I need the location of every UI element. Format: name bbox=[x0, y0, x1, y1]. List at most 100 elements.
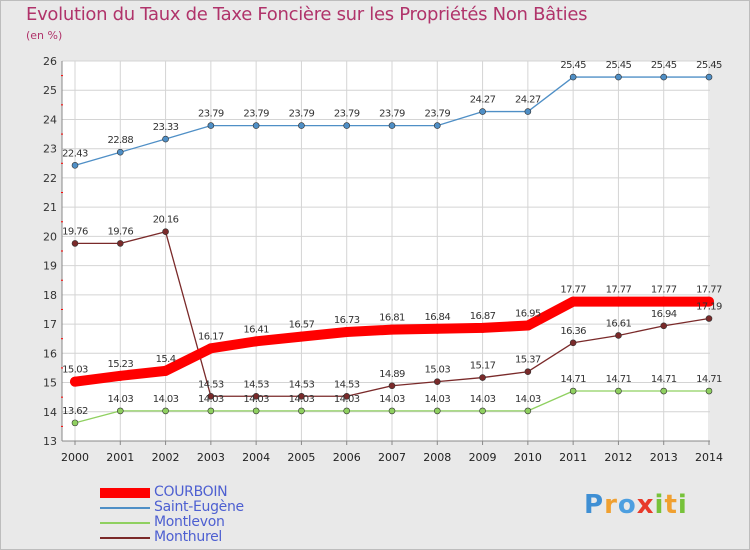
data-point bbox=[207, 392, 215, 400]
data-point bbox=[433, 378, 441, 385]
data-label: 25.45 bbox=[696, 60, 722, 71]
data-point bbox=[252, 122, 260, 129]
data-point bbox=[388, 407, 396, 415]
proxiti-logo: Proxiti bbox=[584, 490, 688, 520]
logo-letter: x bbox=[636, 490, 655, 520]
data-point bbox=[162, 407, 169, 415]
x-tick-label: 2007 bbox=[378, 451, 406, 464]
data-point bbox=[115, 370, 126, 381]
data-point bbox=[477, 322, 488, 333]
data-point bbox=[252, 407, 260, 415]
data-label: 14.71 bbox=[651, 374, 677, 385]
logo-letter: i bbox=[654, 490, 665, 520]
data-point bbox=[71, 162, 79, 169]
data-label: 14.03 bbox=[424, 394, 450, 405]
logo-letter: t bbox=[664, 490, 678, 520]
x-tick-label: 2001 bbox=[106, 451, 134, 464]
y-tick-label: 19 bbox=[43, 260, 57, 273]
data-label: 16.61 bbox=[606, 318, 632, 329]
legend-item: Monthurel bbox=[100, 530, 244, 545]
data-point bbox=[658, 296, 669, 307]
data-label: 23.79 bbox=[334, 109, 360, 120]
data-label: 13.62 bbox=[62, 406, 88, 417]
data-point bbox=[205, 343, 216, 354]
data-label: 14.53 bbox=[334, 379, 360, 390]
data-label: 25.45 bbox=[651, 60, 677, 71]
logo-letter: P bbox=[584, 490, 605, 520]
data-label: 23.79 bbox=[243, 109, 269, 120]
y-tick-label: 25 bbox=[43, 84, 57, 97]
data-point bbox=[524, 407, 532, 415]
data-label: 15.17 bbox=[470, 361, 496, 372]
data-label: 14.03 bbox=[107, 394, 133, 405]
data-label: 14.71 bbox=[560, 374, 586, 385]
y-tick-label: 17 bbox=[43, 318, 57, 331]
data-label: 24.27 bbox=[470, 95, 496, 106]
y-tick-label: 26 bbox=[43, 55, 57, 68]
plot-area bbox=[62, 61, 710, 441]
data-point bbox=[343, 122, 351, 129]
data-point bbox=[71, 419, 79, 427]
data-label: 24.27 bbox=[515, 95, 541, 106]
data-point bbox=[116, 240, 124, 247]
data-label: 17.77 bbox=[606, 285, 632, 296]
data-label: 14.71 bbox=[606, 374, 632, 385]
legend-swatch bbox=[100, 487, 150, 498]
x-tick-label: 2004 bbox=[242, 451, 270, 464]
data-point bbox=[479, 407, 486, 415]
y-tick-label: 14 bbox=[43, 406, 57, 419]
data-point bbox=[207, 122, 215, 129]
data-point bbox=[116, 407, 124, 415]
data-label: 23.79 bbox=[289, 109, 315, 120]
data-point bbox=[433, 407, 441, 415]
chart-title: Evolution du Taux de Taxe Foncière sur l… bbox=[26, 4, 588, 25]
data-point bbox=[569, 73, 577, 81]
data-point bbox=[343, 392, 351, 400]
logo-letter: o bbox=[617, 490, 637, 520]
data-point bbox=[615, 332, 622, 339]
data-point bbox=[388, 382, 396, 390]
data-point bbox=[251, 336, 262, 347]
x-tick-label: 2010 bbox=[514, 451, 542, 464]
x-tick-label: 2014 bbox=[695, 451, 723, 464]
data-point bbox=[613, 296, 624, 307]
data-label: 14.53 bbox=[198, 379, 224, 390]
y-tick-label: 22 bbox=[43, 172, 57, 185]
data-point bbox=[569, 387, 577, 395]
legend-label: Saint-Eugène bbox=[154, 499, 244, 515]
data-point bbox=[298, 122, 305, 129]
data-label: 16.94 bbox=[651, 309, 677, 320]
chart-subtitle: (en %) bbox=[26, 29, 63, 42]
data-point bbox=[660, 73, 668, 81]
data-point bbox=[298, 392, 305, 400]
data-point bbox=[705, 315, 713, 322]
data-point bbox=[524, 108, 532, 115]
data-label: 14.53 bbox=[243, 379, 269, 390]
data-point bbox=[660, 387, 668, 395]
y-tick-label: 24 bbox=[43, 113, 57, 126]
data-point bbox=[568, 296, 579, 307]
legend-label: Monthurel bbox=[154, 529, 223, 545]
data-label: 17.77 bbox=[651, 285, 677, 296]
x-tick-label: 2003 bbox=[197, 451, 225, 464]
data-label: 25.45 bbox=[606, 60, 632, 71]
data-label: 25.45 bbox=[560, 60, 586, 71]
data-point bbox=[705, 73, 713, 81]
legend-label: Montlevon bbox=[154, 514, 225, 530]
data-point bbox=[615, 73, 622, 81]
data-point bbox=[704, 296, 714, 307]
x-tick-label: 2011 bbox=[559, 451, 587, 464]
data-label: 16.41 bbox=[243, 324, 269, 335]
logo-letter: r bbox=[604, 490, 618, 520]
y-tick-label: 13 bbox=[43, 435, 57, 448]
data-label: 16.36 bbox=[560, 326, 586, 337]
data-point bbox=[160, 365, 171, 376]
data-label: 23.33 bbox=[153, 122, 179, 133]
data-point bbox=[432, 323, 443, 334]
x-tick-label: 2013 bbox=[650, 451, 678, 464]
data-label: 19.76 bbox=[62, 226, 88, 237]
data-label: 15.03 bbox=[424, 365, 450, 376]
legend-item: COURBOIN bbox=[100, 485, 244, 500]
data-label: 16.57 bbox=[289, 320, 315, 331]
legend-item: Montlevon bbox=[100, 515, 244, 530]
